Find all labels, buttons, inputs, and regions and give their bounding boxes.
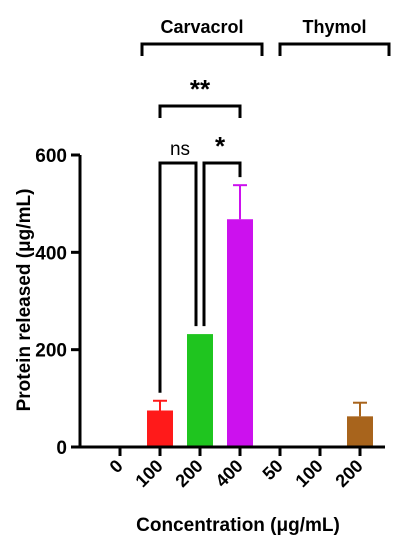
group-label: Thymol (302, 17, 366, 37)
y-tick-label: 600 (35, 146, 67, 167)
bar (227, 219, 253, 447)
x-tick-label: 50 (259, 456, 287, 484)
y-tick-label: 0 (56, 438, 67, 459)
bar (347, 416, 373, 447)
significance-label: * (215, 131, 226, 161)
bars (147, 184, 373, 447)
y-axis-title: Protein released (μg/mL) (14, 189, 35, 412)
significance-brackets: ns *** (158, 74, 242, 393)
bar (187, 334, 213, 447)
significance-label: ** (190, 74, 211, 104)
group-label: Carvacrol (160, 17, 243, 37)
group-bracket (278, 42, 391, 56)
significance-bracket (158, 161, 198, 393)
x-tick-label: 100 (291, 456, 326, 491)
x-axis: 0 100 200 400 50 100 200 (78, 445, 385, 491)
y-axis: 0 200 400 600 (35, 146, 82, 459)
significance-bracket (158, 104, 242, 118)
x-tick-label: 400 (211, 456, 246, 491)
x-axis-title: Concentration (μg/mL) (136, 515, 340, 536)
group-bracket (140, 42, 264, 56)
x-tick-label: 200 (331, 456, 366, 491)
x-tick-label: 100 (131, 456, 166, 491)
y-tick-label: 200 (35, 341, 67, 362)
significance-label: ns (170, 139, 190, 160)
group-brackets: Carvacrol Thymol (140, 17, 391, 56)
x-tick-label: 200 (171, 456, 206, 491)
significance-bracket (202, 161, 242, 327)
y-tick-label: 400 (35, 243, 67, 264)
bar (147, 410, 173, 447)
x-tick-label: 0 (106, 456, 127, 477)
